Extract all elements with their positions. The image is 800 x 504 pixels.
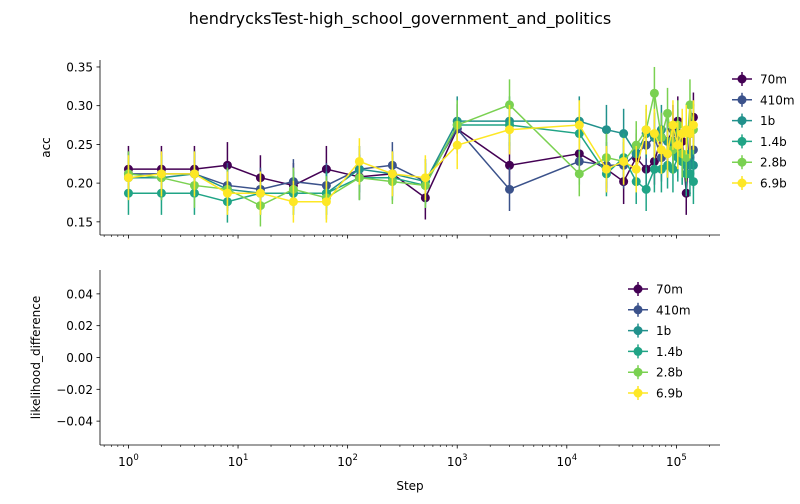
data-point (321, 197, 331, 207)
data-point (649, 129, 659, 139)
data-point (452, 140, 462, 150)
y-tick-label: 0.35 (66, 60, 93, 74)
y-tick-label: 0.02 (66, 319, 93, 333)
data-point (663, 108, 673, 118)
legend-label: 410m (760, 93, 795, 107)
legend-label: 2.8b (760, 156, 787, 170)
accuracy-panel: 0.15 0.20 0.25 0.30 0.35 acc 70m 410m 1b 1.4b 2.8b… (39, 60, 795, 239)
data-point (641, 125, 651, 135)
y-axis-label: acc (39, 137, 53, 158)
y-tick-label: −0.04 (56, 415, 93, 429)
y-tick-label: 0.25 (66, 138, 93, 152)
data-point (601, 164, 611, 174)
y-tick-label: 0.04 (66, 287, 93, 301)
data-point (668, 120, 678, 130)
legend-marker (737, 178, 747, 188)
legend-marker (633, 346, 643, 356)
data-point (354, 156, 364, 166)
legend-marker (633, 284, 643, 294)
figure-title: hendrycksTest-high_school_government_and… (189, 9, 612, 29)
legend-marker (737, 74, 747, 84)
x-axis-label: Step (396, 479, 423, 493)
legend-label: 70m (656, 283, 683, 297)
data-point (631, 164, 641, 174)
data-point (255, 188, 265, 198)
legend-label: 1.4b (760, 135, 787, 149)
legend-marker (737, 116, 747, 126)
data-point (649, 88, 659, 98)
data-point (681, 153, 691, 163)
legend-label: 1.4b (656, 345, 683, 359)
y-tick-label: 0.30 (66, 99, 93, 113)
data-point (663, 149, 673, 159)
data-point (574, 169, 584, 179)
legend-label: 410m (656, 303, 691, 317)
x-tick-label: 101 (228, 453, 249, 469)
legend-marker (633, 326, 643, 336)
legend-label: 6.9b (656, 387, 683, 401)
data-point (288, 197, 298, 207)
y-tick-label: 0.00 (66, 351, 93, 365)
data-point (420, 173, 430, 183)
data-point (673, 140, 683, 150)
data-point (574, 120, 584, 130)
x-tick-label: 102 (337, 453, 358, 469)
data-point (156, 169, 166, 179)
x-tick-label: 105 (666, 453, 687, 469)
y-tick-label: 0.20 (66, 177, 93, 191)
data-point (641, 184, 651, 194)
data-point (631, 140, 641, 150)
data-point (688, 177, 698, 187)
data-point (189, 169, 199, 179)
legend-label: 1b (656, 324, 671, 338)
data-point (222, 188, 232, 198)
legend-label: 6.9b (760, 177, 787, 191)
legend-marker (633, 305, 643, 315)
legend-marker (633, 388, 643, 398)
legend-marker (633, 367, 643, 377)
data-point (123, 173, 133, 183)
data-point (387, 169, 397, 179)
legend-label: 2.8b (656, 366, 683, 380)
x-tick-label: 103 (447, 453, 468, 469)
legend-label: 70m (760, 73, 787, 87)
data-point (505, 184, 515, 194)
x-tick-label: 104 (556, 453, 577, 469)
data-point (685, 100, 695, 110)
data-point (505, 125, 515, 135)
y-tick-label: −0.02 (56, 383, 93, 397)
data-point (505, 160, 515, 170)
legend-label: 1b (760, 114, 775, 128)
likelihood-difference-panel: −0.04 −0.02 0.00 0.02 0.04 100 101 102 103 104 105… (29, 270, 720, 493)
data-point (685, 169, 695, 179)
data-point (619, 156, 629, 166)
data-point (685, 129, 695, 139)
legend-marker (737, 95, 747, 105)
x-tick-label: 100 (118, 453, 139, 469)
data-point (649, 164, 659, 174)
data-point (688, 120, 698, 130)
y-axis-label: likelihood_difference (29, 296, 43, 419)
legend-marker (737, 136, 747, 146)
y-tick-label: 0.15 (66, 215, 93, 229)
legend-marker (737, 157, 747, 167)
data-point (601, 125, 611, 135)
